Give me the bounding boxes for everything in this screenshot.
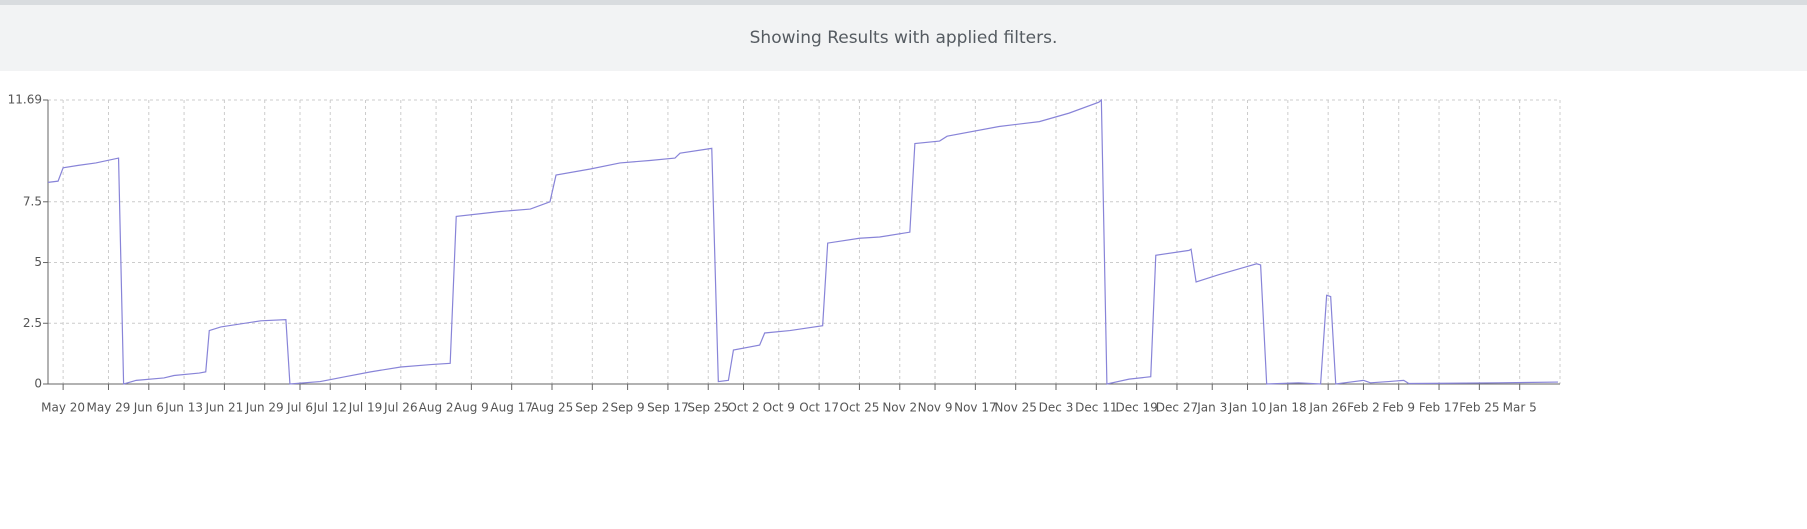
x-tick-label: May 29 xyxy=(87,401,131,415)
x-tick-label: Dec 11 xyxy=(1075,401,1117,415)
x-tick-label: Oct 2 xyxy=(727,401,759,415)
x-tick-label: Aug 2 xyxy=(419,401,454,415)
y-tick-label: 2.5 xyxy=(23,316,42,330)
x-tick-label: Aug 17 xyxy=(490,401,533,415)
x-tick-label: Dec 27 xyxy=(1156,401,1198,415)
x-tick-label: Oct 9 xyxy=(763,401,795,415)
x-tick-label: Jan 18 xyxy=(1268,401,1307,415)
x-tick-label: Dec 19 xyxy=(1115,401,1157,415)
x-tick-label: Oct 17 xyxy=(799,401,839,415)
top-bar xyxy=(0,0,1807,5)
x-tick-label: Aug 9 xyxy=(454,401,489,415)
x-tick-label: Sep 17 xyxy=(647,401,689,415)
y-tick-label: 0 xyxy=(34,377,42,391)
x-tick-label: Jul 26 xyxy=(383,401,418,415)
filter-banner: Showing Results with applied filters. xyxy=(0,5,1807,71)
x-tick-label: Dec 3 xyxy=(1039,401,1074,415)
x-tick-label: Feb 25 xyxy=(1459,401,1499,415)
x-tick-label: Jun 29 xyxy=(245,401,284,415)
x-tick-label: Feb 17 xyxy=(1419,401,1459,415)
x-tick-label: Jun 13 xyxy=(164,401,203,415)
x-tick-label: Oct 25 xyxy=(840,401,880,415)
x-tick-label: Sep 9 xyxy=(611,401,645,415)
x-tick-label: Sep 2 xyxy=(575,401,609,415)
data-line xyxy=(47,98,1558,385)
x-tick-label: Jan 26 xyxy=(1308,401,1347,415)
x-tick-label: Feb 2 xyxy=(1347,401,1380,415)
x-tick-label: Nov 25 xyxy=(994,401,1037,415)
y-tick-label: 11.69 xyxy=(8,93,42,107)
x-tick-label: Jan 3 xyxy=(1196,401,1227,415)
x-tick-label: Jul 6 xyxy=(286,401,313,415)
x-tick-label: Nov 2 xyxy=(882,401,917,415)
x-tick-label: Mar 5 xyxy=(1503,401,1537,415)
x-tick-label: Feb 9 xyxy=(1382,401,1415,415)
x-tick-label: Nov 17 xyxy=(954,401,997,415)
x-tick-label: Aug 25 xyxy=(531,401,574,415)
y-tick-label: 7.5 xyxy=(23,194,42,208)
x-tick-label: Jun 21 xyxy=(204,401,243,415)
x-tick-label: May 20 xyxy=(41,401,85,415)
x-tick-label: Jul 19 xyxy=(348,401,383,415)
x-tick-label: Jul 12 xyxy=(312,401,347,415)
banner-text: Showing Results with applied filters. xyxy=(749,28,1058,48)
y-tick-label: 5 xyxy=(34,255,42,269)
x-tick-label: Nov 9 xyxy=(918,401,953,415)
x-tick-label: Jun 6 xyxy=(133,401,164,415)
x-tick-label: Sep 25 xyxy=(687,401,729,415)
x-tick-label: Jan 10 xyxy=(1228,401,1267,415)
